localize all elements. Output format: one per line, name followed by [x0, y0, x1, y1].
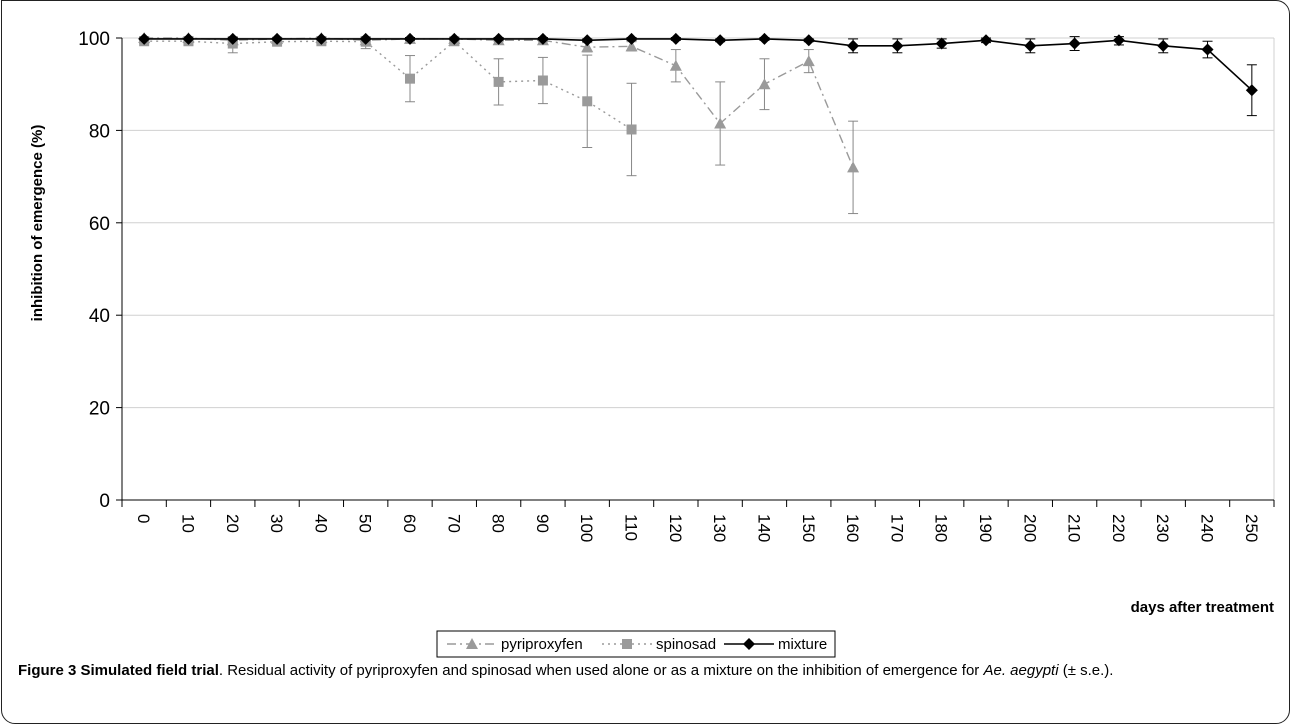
x-tick-label: 150 — [799, 514, 818, 542]
data-point-mixture — [758, 32, 771, 45]
data-point-mixture — [980, 34, 992, 47]
data-point-mixture — [448, 32, 461, 45]
data-point-spinosad — [626, 124, 637, 135]
x-tick-label: 250 — [1242, 514, 1261, 542]
x-tick-label: 90 — [533, 514, 552, 533]
axes-layer: 0 20 40 60 80 100 0 10 20 30 40 50 60 70 80 90 100 110 120… — [78, 29, 1275, 542]
data-point-spinosad — [493, 76, 504, 87]
data-point-mixture — [138, 32, 151, 45]
error-bars-layer — [139, 36, 1257, 215]
caption-title: Figure 3 Simulated field trial — [18, 662, 219, 679]
data-point-mixture — [891, 39, 904, 52]
grid-layer — [122, 37, 1275, 500]
data-point-mixture — [1157, 39, 1170, 52]
series-line-spinosad — [144, 40, 632, 131]
data-point-pyriproxyfen — [669, 59, 682, 71]
data-point-mixture — [1112, 34, 1125, 47]
x-tick-label: 190 — [976, 514, 995, 542]
y-tick-label: 40 — [89, 306, 110, 327]
x-tick-label: 200 — [1020, 514, 1039, 542]
data-point-pyriproxyfen — [802, 55, 815, 67]
data-point-mixture — [271, 32, 284, 45]
x-tick-label: 230 — [1153, 514, 1172, 542]
legend: pyriproxyfen spinosad mixture — [436, 630, 836, 658]
x-tick-label: 40 — [311, 514, 330, 533]
caption-text: . Residual activity of pyriproxyfen and … — [218, 662, 984, 679]
data-point-mixture — [935, 37, 948, 50]
x-tick-label: 50 — [356, 514, 375, 533]
legend-marker-mixture — [743, 638, 755, 650]
caption-species: Ae. aegypti — [983, 662, 1059, 679]
data-point-mixture — [182, 32, 195, 45]
data-point-mixture — [536, 32, 549, 45]
data-point-spinosad — [405, 73, 415, 84]
legend-label-spinosad: spinosad — [656, 636, 716, 653]
data-point-pyriproxyfen — [625, 40, 638, 52]
x-tick-label: 70 — [444, 514, 463, 533]
data-point-mixture — [492, 32, 505, 45]
legend-label-mixture: mixture — [778, 636, 827, 653]
series-line-mixture — [144, 38, 1253, 91]
data-point-mixture — [802, 34, 815, 47]
y-tick-label: 80 — [89, 121, 110, 142]
x-tick-label: 10 — [178, 514, 197, 533]
data-point-pyriproxyfen — [581, 41, 594, 53]
x-tick-label: 140 — [754, 514, 773, 542]
data-point-mixture — [1245, 84, 1258, 97]
data-point-spinosad — [537, 75, 548, 86]
data-point-pyriproxyfen — [758, 78, 771, 90]
legend-marker-pyriproxyfen — [466, 638, 478, 649]
x-tick-label: 130 — [710, 514, 729, 542]
y-tick-label: 100 — [78, 29, 110, 50]
y-tick-label: 20 — [89, 399, 110, 420]
data-point-mixture — [669, 32, 682, 45]
legend-box — [436, 630, 836, 658]
data-point-spinosad — [582, 96, 593, 107]
data-point-mixture — [315, 32, 328, 45]
x-tick-label: 170 — [887, 514, 906, 542]
data-point-mixture — [226, 32, 239, 45]
x-tick-label: 80 — [489, 514, 508, 533]
x-tick-label: 30 — [267, 514, 286, 533]
data-point-mixture — [714, 34, 727, 47]
data-point-mixture — [625, 32, 638, 45]
data-point-mixture — [359, 32, 372, 45]
x-tick-label: 60 — [400, 514, 419, 533]
chart: 0 20 40 60 80 100 0 10 20 30 40 50 60 70 80 90 100 110 120… — [29, 29, 1275, 658]
legend-marker-spinosad — [622, 639, 632, 649]
x-tick-label: 160 — [843, 514, 862, 542]
data-point-mixture — [1024, 39, 1037, 52]
data-point-mixture — [404, 32, 416, 45]
x-tick-label: 0 — [134, 514, 153, 523]
y-tick-label: 60 — [89, 214, 110, 235]
x-tick-label: 120 — [666, 514, 685, 542]
series-layer — [138, 32, 1258, 173]
x-tick-label: 180 — [932, 514, 951, 542]
x-tick-label: 240 — [1198, 514, 1217, 542]
x-tick-label: 110 — [622, 514, 641, 541]
data-point-mixture — [581, 34, 594, 47]
data-point-mixture — [1201, 43, 1214, 56]
y-tick-label: 0 — [99, 491, 110, 512]
x-tick-label: 20 — [223, 514, 242, 533]
x-axis-label: days after treatment — [1131, 599, 1274, 616]
figure-caption: Figure 3 Simulated field trial. Residual… — [18, 660, 1275, 682]
x-tick-label: 100 — [577, 514, 596, 542]
y-axis-label: inhibition of emergence (%) — [29, 125, 46, 322]
data-point-mixture — [1068, 37, 1081, 50]
data-point-pyriproxyfen — [714, 117, 727, 129]
x-tick-label: 220 — [1109, 514, 1128, 542]
data-point-pyriproxyfen — [847, 161, 860, 173]
x-tick-label: 210 — [1065, 514, 1084, 542]
data-point-mixture — [847, 39, 860, 52]
legend-label-pyriproxyfen: pyriproxyfen — [501, 636, 583, 653]
caption-text-end: (± s.e.). — [1058, 662, 1114, 679]
